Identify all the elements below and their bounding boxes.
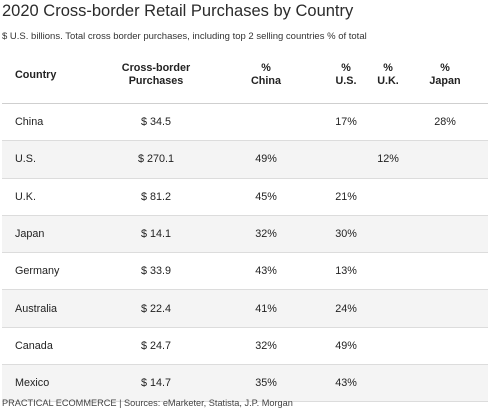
country-cell: Canada — [15, 339, 53, 352]
country-cell: Australia — [15, 302, 58, 315]
pct-china-cell: 35% — [255, 377, 277, 390]
header-purchases: Cross-border Purchases — [121, 62, 191, 87]
purchases-cell: $ 24.7 — [140, 339, 172, 352]
header-pct-china: % China — [251, 62, 281, 87]
header-pct-uk: % U.K. — [377, 62, 399, 87]
pct-us-cell: 49% — [335, 339, 357, 352]
country-cell: Japan — [15, 228, 45, 241]
table-row: U.S. $ 270.1 49% 12% — [2, 141, 488, 179]
pct-china-cell: 49% — [255, 153, 277, 166]
pct-japan-cell — [402, 179, 488, 215]
pct-china-cell: 32% — [255, 339, 277, 352]
country-cell: Mexico — [15, 377, 50, 390]
data-table: Country Cross-border Purchases % China %… — [2, 47, 488, 403]
pct-japan-cell — [402, 365, 488, 401]
header-country: Country — [15, 68, 57, 81]
pct-japan-cell — [402, 216, 488, 252]
table-row: China $ 34.5 17% 28% — [2, 104, 488, 142]
table-row: Mexico $ 14.7 35% 43% — [2, 365, 488, 403]
chart-subtitle: $ U.S. billions. Total cross border purc… — [2, 31, 367, 42]
pct-japan-cell — [402, 141, 488, 177]
table-header-row: Country Cross-border Purchases % China %… — [2, 47, 488, 104]
pct-japan-cell: 28% — [434, 116, 456, 129]
pct-us-cell: 30% — [335, 228, 357, 241]
pct-china-cell: 32% — [255, 228, 277, 241]
country-cell: China — [15, 116, 44, 129]
purchases-cell: $ 33.9 — [140, 265, 172, 278]
country-cell: U.S. — [15, 153, 36, 166]
table-row: Australia $ 22.4 41% 24% — [2, 290, 488, 328]
pct-us-cell: 17% — [335, 116, 357, 129]
country-cell: U.K. — [15, 190, 36, 203]
pct-japan-cell — [402, 328, 488, 364]
purchases-cell: $ 81.2 — [140, 190, 172, 203]
pct-china-cell: 41% — [255, 302, 277, 315]
pct-us-cell: 43% — [335, 377, 357, 390]
header-pct-japan: % Japan — [429, 62, 461, 87]
pct-japan-cell — [402, 290, 488, 326]
chart-title: 2020 Cross-border Retail Purchases by Co… — [2, 2, 354, 20]
pct-japan-cell — [402, 253, 488, 289]
pct-us-cell: 24% — [335, 302, 357, 315]
pct-us-cell: 21% — [335, 190, 357, 203]
source-footer: PRACTICAL ECOMMERCE | Sources: eMarketer… — [2, 398, 293, 408]
purchases-cell: $ 270.1 — [137, 153, 175, 166]
table-body: China $ 34.5 17% 28% U.S. $ 270.1 49% 12% U.K. $ … — [2, 104, 488, 403]
pct-china-cell: 43% — [255, 265, 277, 278]
table-row: Canada $ 24.7 32% 49% — [2, 328, 488, 366]
purchases-cell: $ 14.7 — [140, 377, 172, 390]
purchases-cell: $ 14.1 — [140, 228, 172, 241]
pct-china-cell — [214, 104, 318, 140]
country-cell: Germany — [15, 265, 60, 278]
table-row: Japan $ 14.1 32% 30% — [2, 215, 488, 254]
pct-uk-cell: 12% — [377, 153, 399, 166]
header-pct-us: % U.S. — [335, 62, 357, 87]
table-row: Germany $ 33.9 43% 13% — [2, 253, 488, 291]
purchases-cell: $ 34.5 — [140, 116, 172, 129]
purchases-cell: $ 22.4 — [140, 302, 172, 315]
pct-us-cell: 13% — [335, 265, 357, 278]
pct-china-cell: 45% — [255, 190, 277, 203]
table-row: U.K. $ 81.2 45% 21% — [2, 179, 488, 216]
